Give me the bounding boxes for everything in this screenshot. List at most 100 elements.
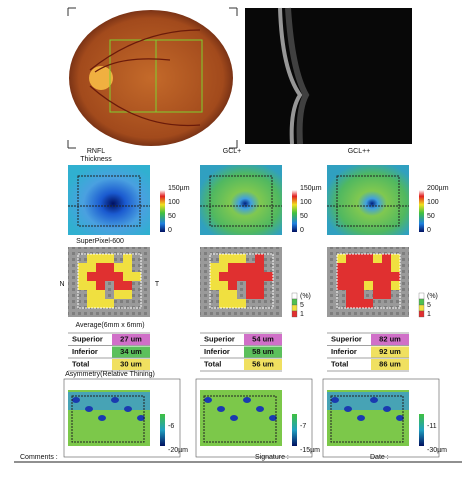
superpixel-cell [337,281,346,290]
table-value-box [244,346,282,358]
superpixel-label: SuperPixel-600 [76,238,124,245]
colorbar-label: 50 [300,213,308,220]
table-value: 82 um [379,334,401,343]
superpixel-cell [87,254,96,263]
superpixel-cell [382,254,391,263]
superpixel-cell [210,263,219,272]
asymmetry-frame [63,378,181,458]
superpixel-cell [364,254,373,263]
legend-label: 5 [300,302,304,309]
asymmetry-band [200,392,282,410]
orientation-label: N [59,281,64,288]
table-value: 30 um [120,359,142,368]
superpixel-cell [105,299,114,308]
superpixel-cell [337,263,346,272]
legend-swatch [418,310,425,318]
colorbar-label: 100 [427,199,439,206]
superpixel-cell [132,272,141,281]
table-value-box [112,346,150,358]
table-label: Total [204,359,221,368]
colorbar-label: 100 [300,199,312,206]
superpixel-cell [391,263,400,272]
legend-label: 1 [300,311,304,318]
superpixel-cell [114,281,123,290]
asymmetry-scale-label: -30µm [427,447,447,454]
colorbar-label: 150µm [300,185,322,192]
superpixel-cell [114,272,123,281]
superpixel-cell [210,281,219,290]
superpixel-cell [255,254,264,263]
colorbar [160,190,165,232]
colorbar-label: 100 [168,199,180,206]
asymmetry-colorbar [292,414,297,446]
table-label: Superior [331,334,362,343]
asymmetry-label: Asymmetry(Relative Thining) [65,371,155,378]
superpixel-cell [123,254,132,263]
superpixel-cell [219,281,228,290]
superpixel-cell [382,281,391,290]
superpixel-cell [382,290,391,299]
asymmetry-spot [204,397,212,403]
superpixel-cell [96,272,105,281]
colorbar-label: 0 [300,227,304,234]
thickness-map [68,165,150,235]
asymmetry-spot [72,397,80,403]
superpixel-cell [96,263,105,272]
superpixel-cell [123,290,132,299]
map-box [209,175,273,227]
superpixel-cell [96,254,105,263]
superpixel-cell [391,272,400,281]
superpixel-cell [123,281,132,290]
colorbar-label: 0 [427,227,431,234]
legend-swatch [291,298,298,306]
legend-swatch [418,304,425,312]
asymmetry-frame [195,378,313,458]
map-box [209,253,274,309]
superpixel-cell [219,272,228,281]
asymmetry-spot [256,406,264,412]
asymmetry-colorbar [419,414,424,446]
superpixel-cell [364,263,373,272]
superpixel-cell [246,272,255,281]
column-title: GCL++ [348,148,371,155]
superpixel-cell [96,299,105,308]
superpixel-cell [391,281,400,290]
superpixel-cell [246,263,255,272]
table-value-box [371,346,409,358]
superpixel-cell [228,263,237,272]
superpixel-cell [123,263,132,272]
asymmetry-spot [269,415,277,421]
asymmetry-band [327,392,409,410]
superpixel-cell [123,272,132,281]
superpixel-cell [391,254,400,263]
asymmetry-scale-label: -6 [168,423,174,430]
asymmetry-spot [230,415,238,421]
superpixel-cell [237,254,246,263]
superpixel-cell [228,272,237,281]
colorbar-label: 0 [168,227,172,234]
asymmetry-scale-label: -11 [427,423,437,430]
asymmetry-spot [111,397,119,403]
table-label: Superior [72,334,103,343]
table-value: 34 um [120,347,142,356]
table-value-box [244,334,282,345]
table-value-box [244,359,282,370]
footer-label: Date : [370,454,389,461]
superpixel-cell [355,281,364,290]
superpixel-cell [219,263,228,272]
average-label: Average(6mm x 6mm) [75,322,144,329]
superpixel-cell [255,263,264,272]
asymmetry-spot [370,397,378,403]
superpixel-cell [96,281,105,290]
legend-label: (%) [300,293,311,300]
orientation-label: T [155,281,160,288]
asymmetry-spot [357,415,365,421]
superpixel-cell [105,272,114,281]
table-label: Inferior [72,347,98,356]
superpixel-cell [237,272,246,281]
superpixel-cell [346,290,355,299]
table-value-box [112,359,150,370]
table-value-box [371,334,409,345]
superpixel-cell [346,254,355,263]
